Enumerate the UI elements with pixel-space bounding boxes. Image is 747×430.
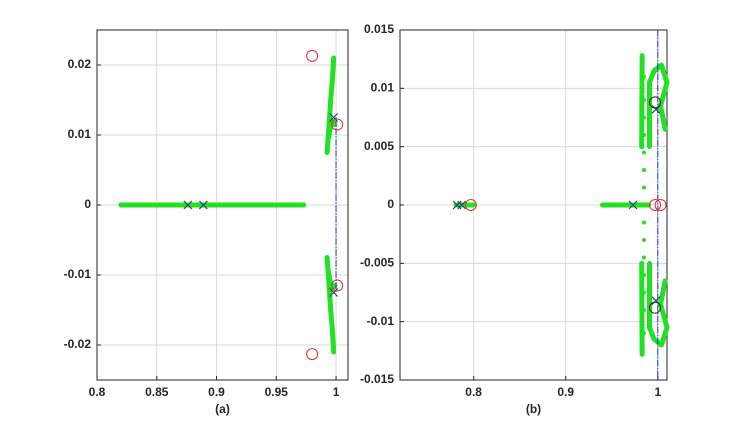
zero-marker [331,118,344,131]
x-axis-label: (b) [526,402,541,416]
x-tick-label: 0.9 [557,385,574,399]
y-tick-label: -0.02 [64,337,92,351]
pole-marker [198,200,208,210]
y-tick-label: -0.01 [367,314,395,328]
pole-marker [457,200,467,210]
pole-marker [329,113,339,122]
x-tick-label: 1 [654,385,661,399]
pole-marker [329,288,339,297]
x-tick-label: 0.8 [465,385,482,399]
axes-frame [96,29,349,381]
locus-line [647,260,670,348]
y-tick-label: 0.02 [68,57,92,71]
x-tick-label: 1 [333,385,340,399]
y-tick-label: 0.015 [364,22,394,36]
zero-marker [306,348,319,361]
zero-marker [331,279,344,292]
zero-marker [649,199,662,211]
x-tick-label: 0.9 [208,385,225,399]
locus-point [641,238,646,242]
y-tick-label: -0.01 [64,267,92,281]
y-tick-label: 0 [84,197,91,211]
locus-point [641,168,646,172]
pole-marker [628,200,638,210]
x-tick-label: 0.8 [89,385,106,399]
x-axis-label: (a) [215,402,230,416]
locus-line [325,118,338,141]
locus-line [647,62,670,150]
y-tick-label: 0.01 [68,127,92,141]
y-tick-label: 0.005 [364,139,394,153]
y-tick-label: -0.005 [360,256,394,270]
x-tick-label: 0.95 [265,385,289,399]
locus-point [641,185,646,190]
y-tick-label: 0.01 [371,81,395,95]
y-tick-label: -0.015 [360,372,394,386]
locus-point [641,220,646,225]
zero-marker [649,301,662,314]
axes-frame [399,29,668,381]
subplot: 0.8 0.9 1 -0.015 -0.01 -0.005 0 0.005 0.01 0.015 (… [360,22,670,416]
locus-point [641,255,646,260]
zero-marker [306,49,319,62]
zero-marker [649,96,662,109]
x-tick-label: 0.85 [145,385,169,399]
locus-line [325,269,338,292]
zero-marker [654,199,667,211]
zero-marker [464,199,477,211]
locus-point [641,150,646,155]
y-tick-label: 0 [387,197,394,211]
subplot: 0.8 0.85 0.9 0.95 1 -0.02 -0.01 0 0.01 0.02 (a) [64,29,349,416]
pole-marker [183,200,193,210]
